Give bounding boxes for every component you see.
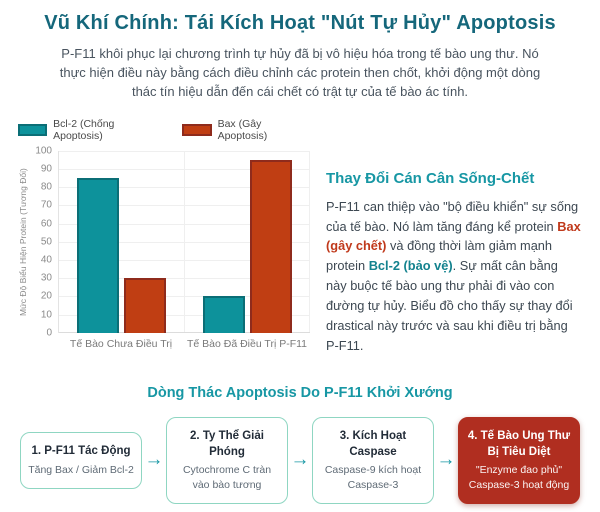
y-tick-label: 70: [40, 199, 52, 211]
cascade-section: Dòng Thác Apoptosis Do P-F11 Khởi Xướng …: [18, 385, 582, 504]
y-tick-label: 100: [35, 145, 52, 157]
chart-body: Mức Độ Biểu Hiện Protein (Tương Đối) 0 10…: [18, 145, 310, 350]
bar-series1-cat0[interactable]: [124, 278, 167, 333]
h-gridline: [59, 187, 310, 189]
legend-label: Bax (Gây Apoptosis): [217, 117, 268, 142]
analysis-text-2: và đồng thời làm giảm mạnh protein: [326, 238, 553, 274]
step-description: Cytochrome C tràn vào bào tương: [182, 464, 272, 491]
step-title: 4. Tế Bào Ung Thư Bị Tiêu Diệt: [467, 430, 571, 458]
intro-paragraph: P-F11 khôi phục lại chương trình tự hủy …: [59, 46, 541, 100]
legend-item-1[interactable]: Bax (Gây Apoptosis): [182, 118, 310, 142]
y-tick-label: 80: [40, 181, 52, 193]
h-gridline: [59, 205, 310, 207]
v-gridline: [183, 150, 185, 333]
cascade-step-3: 3. Kích Hoạt Caspase Caspase-9 kích hoạt …: [312, 417, 434, 504]
plot-area: [58, 150, 310, 333]
bar-series1-cat1[interactable]: [249, 159, 292, 333]
h-gridline: [59, 296, 310, 298]
bar-group-0: [59, 151, 185, 333]
legend-swatch-icon: [18, 123, 48, 136]
x-axis-line: [59, 331, 310, 333]
main-content-row: Bcl-2 (Chống Apoptosis) Bax (Gây Apoptosi…: [18, 118, 582, 356]
x-axis-labels: Tế Bào Chưa Điều Trị Tế Bào Đã Điều Trị P…: [58, 338, 310, 350]
cascade-heading: Dòng Thác Apoptosis Do P-F11 Khởi Xướng: [147, 385, 453, 402]
y-tick-label: 60: [40, 218, 52, 229]
protein-expression-bar-chart: Bcl-2 (Chống Apoptosis) Bax (Gây Apoptosi…: [18, 118, 310, 356]
plot-column: Tế Bào Chưa Điều Trị Tế Bào Đã Điều Trị P…: [58, 150, 310, 350]
x-axis-label-1: Tế Bào Đã Điều Trị P-F11: [186, 337, 308, 350]
analysis-text-3: . Sự mất cân bằng này buộc tế bào ung th…: [326, 258, 573, 353]
step-title: 2. Ty Thể Giải Phóng: [190, 430, 264, 458]
y-tick-label: 20: [40, 290, 52, 302]
y-axis-ticks: 0 10 20 30 40 50 60 70 80 90 100: [31, 145, 58, 338]
bar-groups: [59, 151, 310, 333]
step-title: 1. P-F11 Tác Động: [31, 445, 131, 458]
cascade-step-1: 1. P-F11 Tác Động Tăng Bax / Giảm Bcl-2: [20, 432, 142, 489]
step-description: "Enzyme đao phủ" Caspase-3 hoạt động: [468, 464, 570, 491]
y-tick-label: 40: [40, 254, 52, 266]
cascade-steps: 1. P-F11 Tác Động Tăng Bax / Giảm Bcl-2 → 2…: [18, 417, 582, 504]
step-description: Tăng Bax / Giảm Bcl-2: [28, 463, 134, 476]
h-gridline: [59, 259, 310, 261]
legend-item-0[interactable]: Bcl-2 (Chống Apoptosis): [18, 118, 162, 142]
bcl2-highlight: Bcl-2 (bảo vệ): [368, 258, 453, 274]
h-gridline: [59, 223, 310, 225]
flow-arrow-icon: →: [290, 449, 310, 471]
h-gridline: [59, 168, 310, 170]
x-axis-label-0: Tế Bào Chưa Điều Trị: [69, 337, 173, 350]
cascade-step-4: 4. Tế Bào Ung Thư Bị Tiêu Diệt "Enzyme đa…: [458, 417, 580, 504]
bax-highlight: Bax (gây chết): [326, 218, 581, 254]
v-gridline: [309, 150, 310, 333]
h-gridline: [59, 150, 310, 152]
y-tick-label: 10: [40, 309, 52, 320]
step-description: Caspase-9 kích hoạt Caspase-3: [324, 464, 422, 491]
y-tick-label: 30: [40, 272, 52, 284]
bar-series0-cat0[interactable]: [77, 178, 120, 333]
h-gridline: [59, 278, 310, 280]
h-gridline: [59, 314, 310, 316]
analysis-heading: Thay Đổi Cán Cân Sống-Chết: [326, 169, 535, 187]
bar-series0-cat1[interactable]: [202, 296, 245, 333]
y-tick-label: 90: [40, 163, 52, 175]
chart-legend: Bcl-2 (Chống Apoptosis) Bax (Gây Apoptosi…: [18, 118, 310, 142]
page-title: Vũ Khí Chính: Tái Kích Hoạt "Nút Tự Hủy"…: [44, 12, 556, 34]
h-gridline: [59, 241, 310, 243]
step-title: 3. Kích Hoạt Caspase: [339, 430, 407, 458]
analysis-paragraph: P-F11 can thiệp vào "bộ điều khiển" sự s…: [326, 197, 582, 356]
analysis-panel: Thay Đổi Cán Cân Sống-Chết P-F11 can thi…: [310, 118, 582, 356]
y-tick-label: 0: [46, 327, 52, 339]
analysis-text-1: P-F11 can thiệp vào "bộ điều khiển" sự s…: [326, 198, 579, 234]
cascade-step-2: 2. Ty Thể Giải Phóng Cytochrome C tràn và…: [166, 417, 288, 504]
legend-swatch-icon: [182, 123, 212, 136]
flow-arrow-icon: →: [144, 449, 164, 471]
y-tick-label: 50: [40, 236, 52, 248]
flow-arrow-icon: →: [436, 449, 456, 471]
bar-group-1: [185, 151, 311, 333]
y-axis-title: Mức Độ Biểu Hiện Protein (Tương Đối): [18, 167, 28, 316]
legend-label: Bcl-2 (Chống Apoptosis): [53, 117, 115, 142]
